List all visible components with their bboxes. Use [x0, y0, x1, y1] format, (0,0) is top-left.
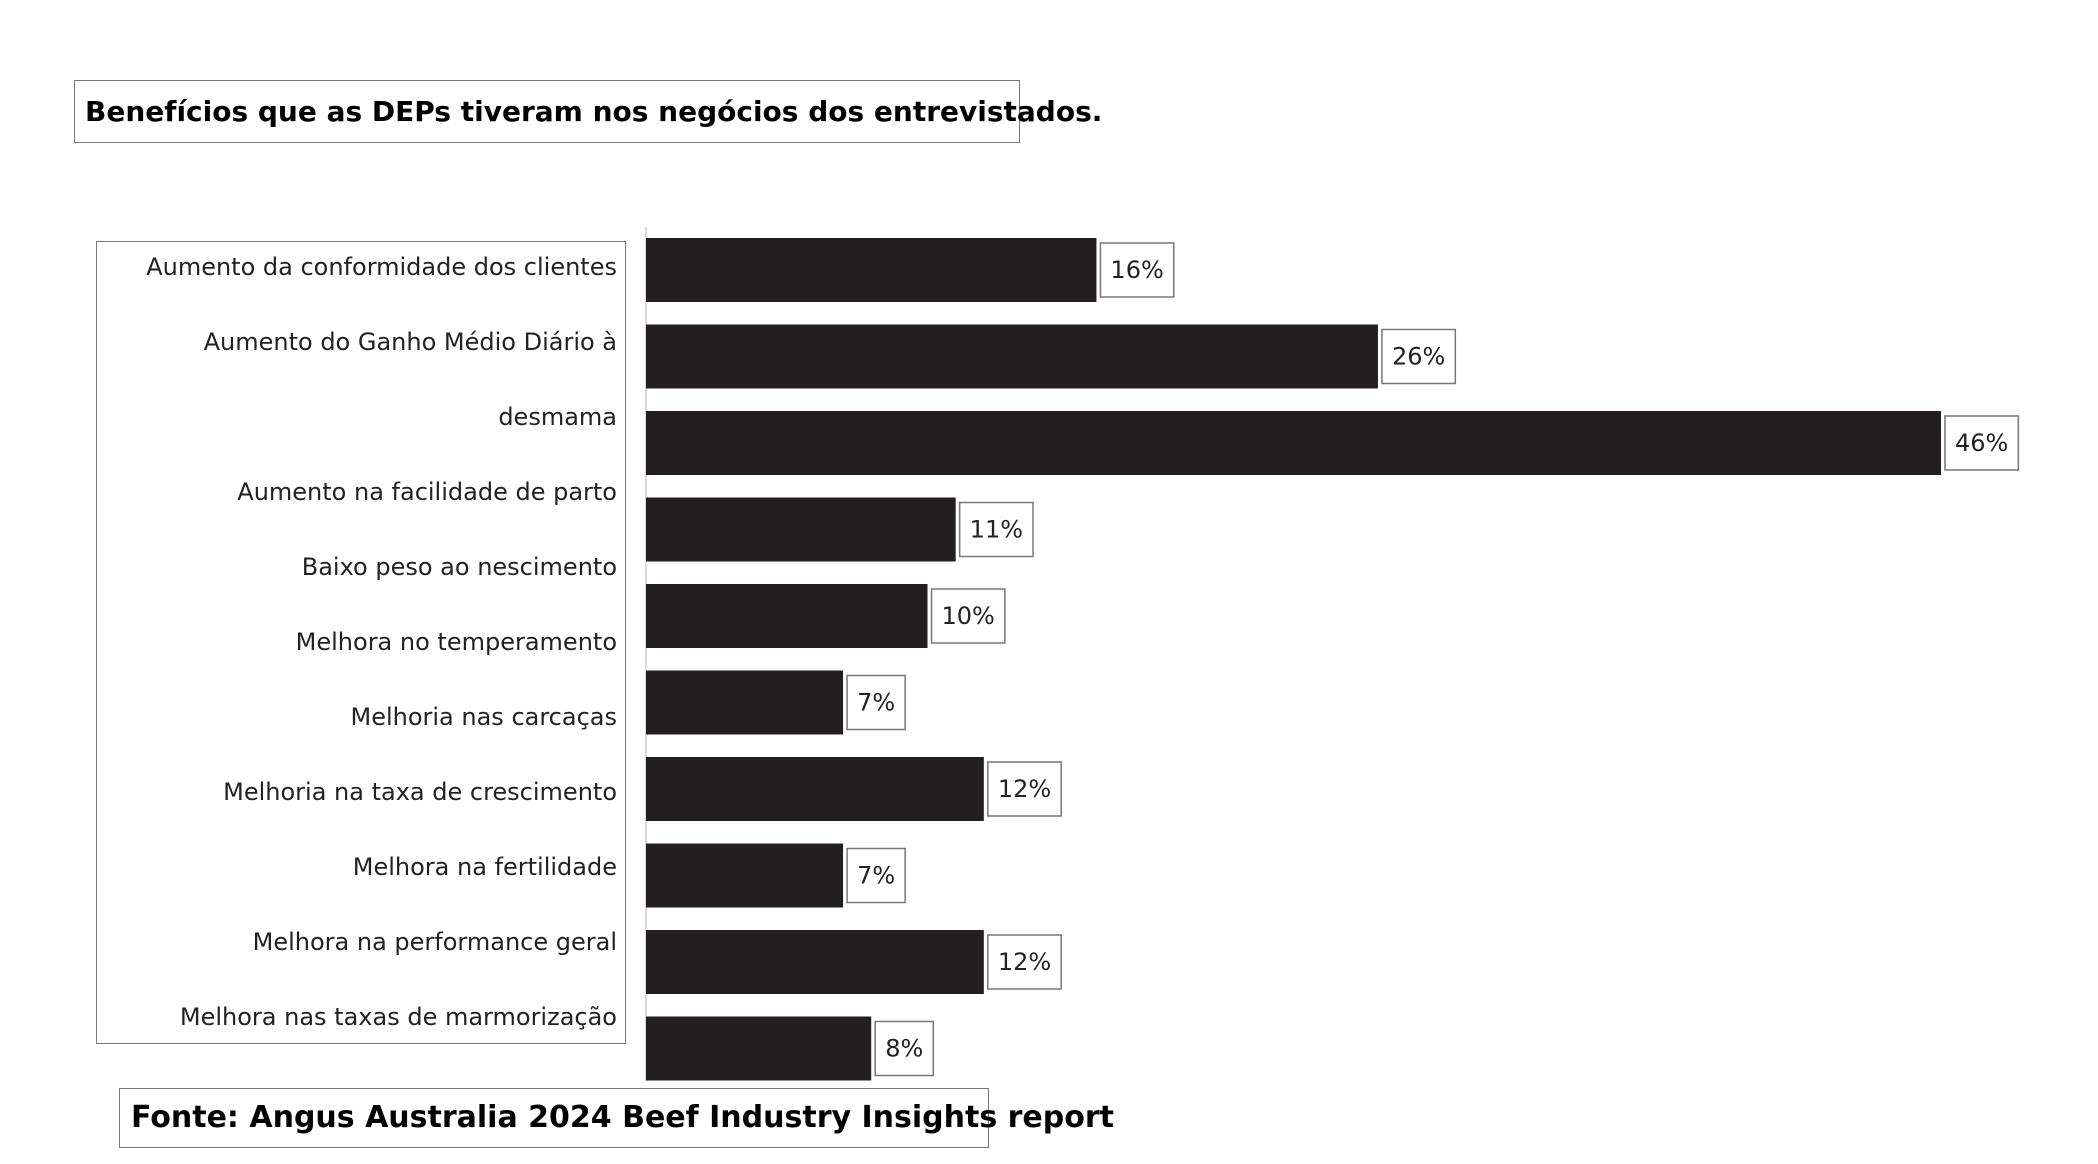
bar — [646, 324, 1378, 389]
category-label: Melhoria na taxa de crescimento — [223, 778, 617, 806]
category-label: Melhora nas taxas de marmorização — [179, 1003, 617, 1031]
value-label: 8% — [885, 1035, 923, 1063]
value-label-box — [987, 761, 1062, 817]
category-labels: Aumento da conformidade dos clientes Aume… — [96, 241, 626, 1044]
category-label: Aumento da conformidade dos clientes — [146, 253, 617, 281]
value-label-box — [874, 1020, 935, 1077]
bar — [646, 930, 984, 994]
value-label-box — [958, 501, 1034, 558]
value-label: 46% — [1955, 429, 2008, 457]
bar — [646, 584, 928, 648]
chart-title: Benefícios que as DEPs tiveram nos negóc… — [74, 80, 1102, 143]
value-label: 7% — [857, 689, 895, 717]
value-label-box — [846, 674, 906, 731]
value-label: 11% — [970, 516, 1023, 544]
value-label: 7% — [857, 862, 895, 890]
source-note: Fonte: Angus Australia 2024 Beef Industr… — [119, 1088, 1114, 1148]
value-label: 12% — [998, 775, 1051, 803]
bar — [646, 238, 1097, 302]
category-label: Melhora na performance geral — [252, 928, 617, 956]
value-label: 10% — [942, 602, 995, 630]
value-label: 26% — [1392, 343, 1445, 371]
category-label: Aumento do Ganho Médio Diário à desmama — [203, 328, 617, 431]
value-label-box — [846, 847, 906, 904]
value-label-box — [930, 588, 1006, 644]
category-label: Baixo peso ao nescimento — [301, 553, 617, 581]
value-label-box — [1099, 242, 1175, 298]
category-label: Melhoria nas carcaças — [350, 703, 617, 731]
value-label: 16% — [1110, 256, 1163, 284]
bar — [646, 843, 844, 908]
category-label: Melhora na fertilidade — [352, 853, 617, 881]
category-label: Aumento na facilidade de parto — [237, 478, 617, 506]
bar — [646, 497, 956, 562]
bar — [646, 411, 1941, 475]
value-label-box — [1381, 328, 1457, 385]
label-list: Aumento da conformidade dos clientes Aume… — [107, 230, 617, 1055]
category-label: Melhora no temperamento — [295, 628, 617, 656]
bar — [646, 1016, 872, 1081]
bar — [646, 670, 844, 735]
value-label: 12% — [998, 948, 1051, 976]
bar — [646, 757, 984, 821]
value-label-box — [987, 934, 1062, 990]
value-label-box — [1944, 415, 2020, 471]
